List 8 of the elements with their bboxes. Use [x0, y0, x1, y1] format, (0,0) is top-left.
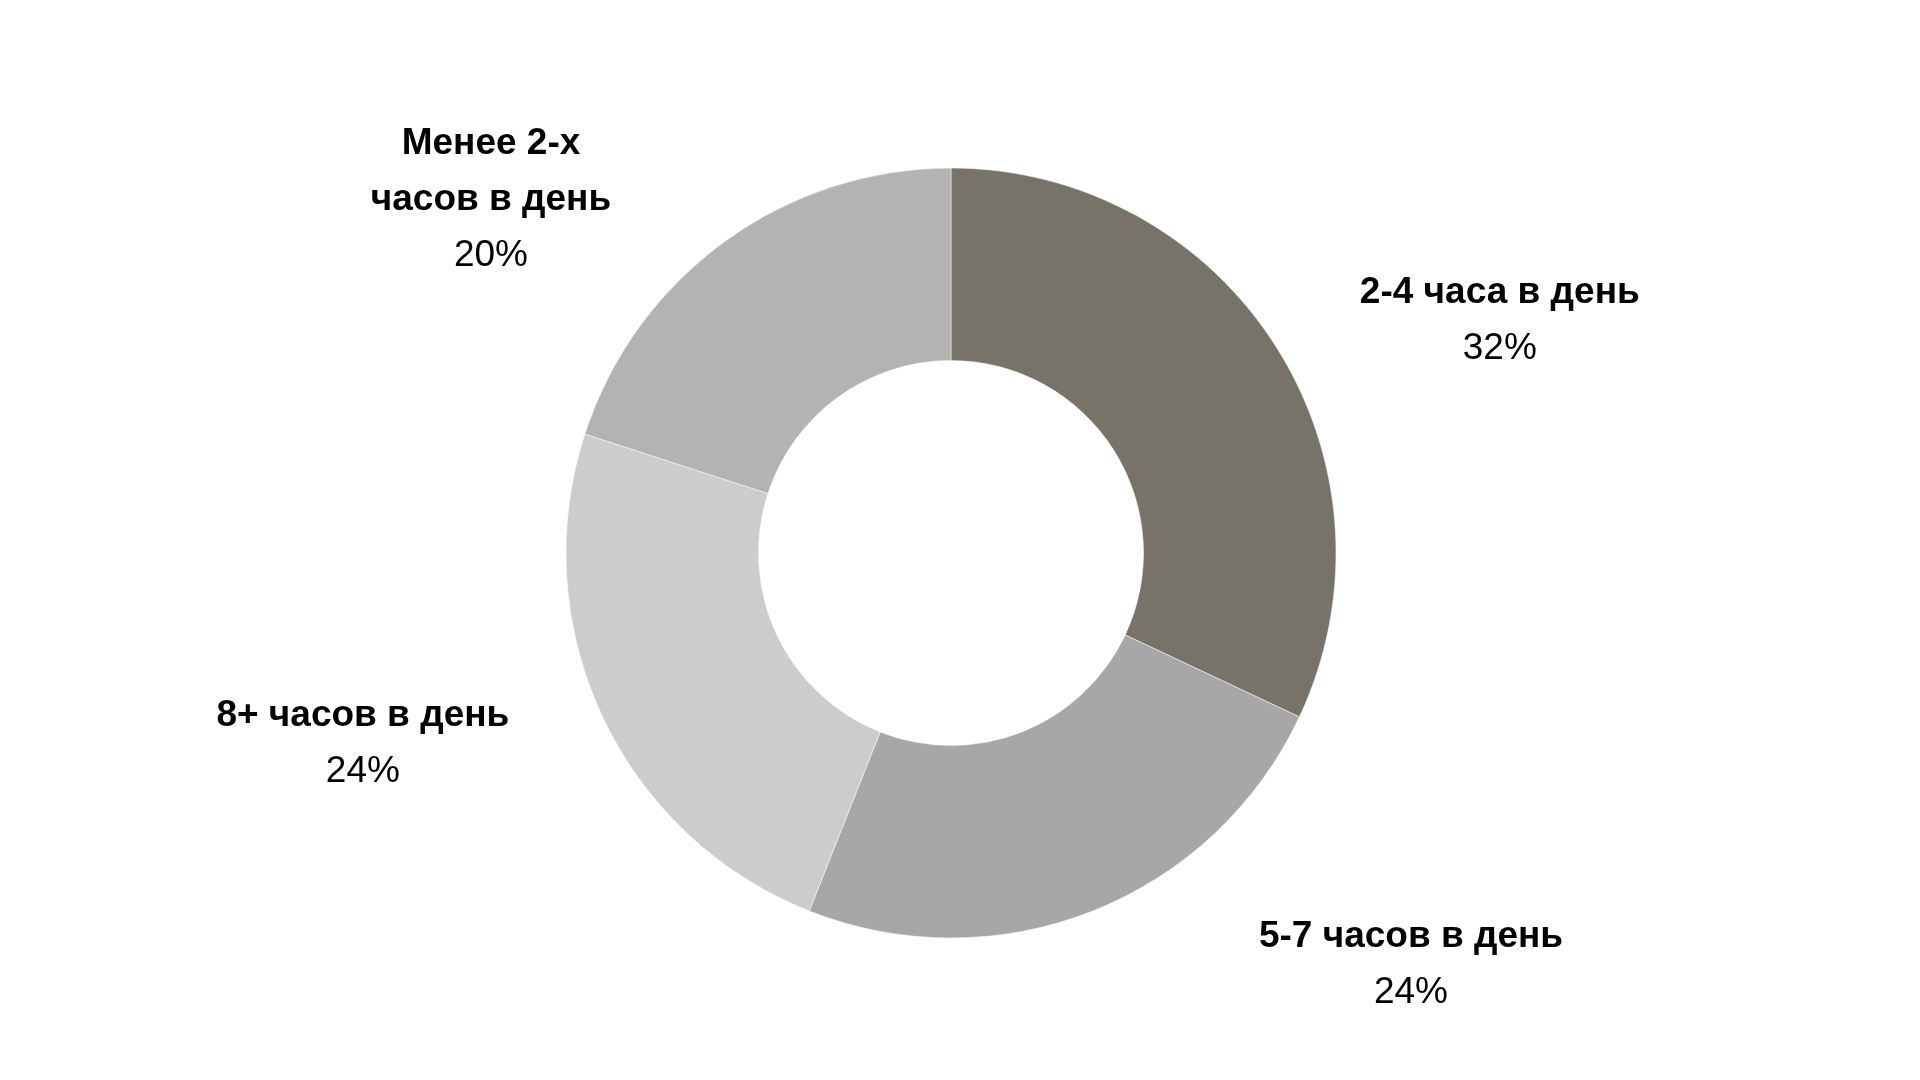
slice-label: 5-7 часов в день — [1258, 914, 1564, 956]
slice-label: 8+ часов в день — [216, 692, 510, 734]
data-label: 32% — [1462, 325, 1537, 367]
data-label: 20% — [453, 233, 529, 275]
data-label: 24% — [325, 748, 400, 790]
slice-label: 2-4 часа в день — [1359, 269, 1640, 311]
slice-label: Менее 2-х часов в день — [370, 121, 612, 219]
data-label: 24% — [1373, 970, 1449, 1012]
